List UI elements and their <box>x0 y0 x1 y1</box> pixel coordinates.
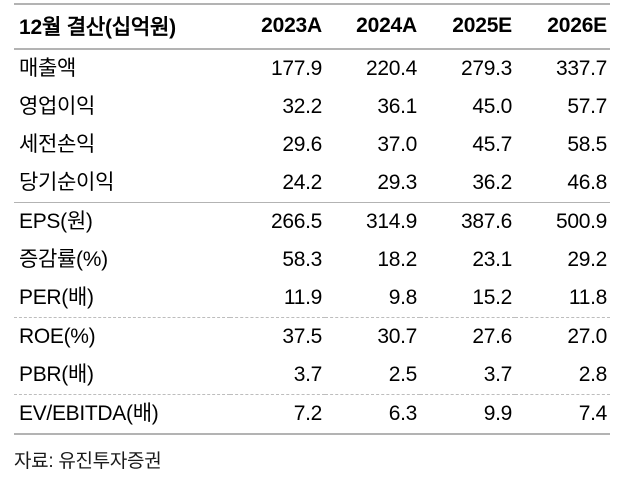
header-col-2024a: 2024A <box>356 14 417 37</box>
row-value: 46.8 <box>515 164 610 203</box>
row-value: 29.3 <box>325 164 420 203</box>
financial-summary-table: 12월 결산(십억원) 2023A 2024A 2025E 2026E <box>14 5 610 48</box>
source-note: 자료: 유진투자증권 <box>14 451 162 472</box>
table-row: EV/EBITDA(배) 7.2 6.3 9.9 7.4 <box>14 395 610 434</box>
row-value: 220.4 <box>365 57 417 80</box>
row-value: 11.9 <box>230 279 325 318</box>
row-value: 387.6 <box>460 210 512 233</box>
row-value: 2.5 <box>325 356 420 395</box>
row-label: PER(배) <box>14 279 230 318</box>
row-value: 7.4 <box>578 402 608 425</box>
row-value: 36.2 <box>420 164 515 203</box>
table-row: 세전손익 29.6 37.0 45.7 58.5 <box>14 126 610 164</box>
row-value: 18.2 <box>377 248 417 271</box>
table-row: PER(배) 11.9 9.8 15.2 11.8 <box>14 279 610 318</box>
row-label: 당기순이익 <box>14 164 230 203</box>
row-value: 45.0 <box>472 95 512 118</box>
row-label: 증감률(%) <box>19 248 108 271</box>
row-value: 27.0 <box>567 325 607 348</box>
row-value: 7.2 <box>293 402 323 425</box>
financial-summary-body-table: 매출액 177.9 220.4 279.3 337.7 영업이익 32.2 36.1 45.0 5… <box>14 50 610 433</box>
table-row: EPS(원) 266.5 314.9 387.6 500.9 <box>14 203 610 242</box>
row-value: 15.2 <box>420 279 515 318</box>
row-label: 매출액 <box>19 57 77 80</box>
row-value: 58.5 <box>567 133 607 156</box>
table-row: PBR(배) 3.7 2.5 3.7 2.8 <box>14 356 610 395</box>
row-value: 29.2 <box>567 248 607 271</box>
table-bottom-rule <box>14 433 610 435</box>
table-row: ROE(%) 37.5 30.7 27.6 27.0 <box>14 318 610 357</box>
row-value: 32.2 <box>282 95 322 118</box>
row-value: 9.8 <box>325 279 420 318</box>
row-value: 9.9 <box>483 402 513 425</box>
table-body: 매출액 177.9 220.4 279.3 337.7 영업이익 32.2 36.1 45.0 5… <box>14 50 610 433</box>
table-row: 영업이익 32.2 36.1 45.0 57.7 <box>14 88 610 126</box>
row-label: 세전손익 <box>19 133 96 156</box>
row-label: EV/EBITDA(배) <box>19 402 159 425</box>
table-top-rule <box>14 3 610 5</box>
row-value: 24.2 <box>230 164 325 203</box>
row-value: 3.7 <box>420 356 515 395</box>
table-container: 12월 결산(십억원) 2023A 2024A 2025E 2026E 매출액 1… <box>14 3 610 435</box>
row-value: 177.9 <box>270 57 322 80</box>
row-label: ROE(%) <box>19 325 96 348</box>
row-value: 337.7 <box>555 57 607 80</box>
table-header: 12월 결산(십억원) 2023A 2024A 2025E 2026E <box>14 5 610 48</box>
row-value: 30.7 <box>377 325 417 348</box>
row-value: 57.7 <box>567 95 607 118</box>
row-value: 2.8 <box>515 356 610 395</box>
row-value: 266.5 <box>270 210 322 233</box>
row-value: 29.6 <box>282 133 322 156</box>
table-row: 증감률(%) 58.3 18.2 23.1 29.2 <box>14 241 610 279</box>
row-label: 영업이익 <box>19 95 96 118</box>
row-label: PBR(배) <box>14 356 230 395</box>
row-value: 23.1 <box>472 248 512 271</box>
row-value: 58.3 <box>282 248 322 271</box>
table-header-rule <box>14 48 610 50</box>
row-value: 11.8 <box>515 279 610 318</box>
row-value: 36.1 <box>377 95 417 118</box>
row-value: 3.7 <box>230 356 325 395</box>
header-col-2025e: 2025E <box>452 14 512 37</box>
header-col-2026e: 2026E <box>547 14 607 37</box>
header-col-2023a: 2023A <box>261 14 322 37</box>
row-label: EPS(원) <box>19 210 93 233</box>
row-value: 314.9 <box>365 210 417 233</box>
header-label-cell: 12월 결산(십억원) <box>19 16 176 39</box>
header-row: 12월 결산(십억원) 2023A 2024A 2025E 2026E <box>14 5 610 48</box>
row-value: 37.5 <box>282 325 322 348</box>
row-value: 500.9 <box>555 210 607 233</box>
row-value: 37.0 <box>377 133 417 156</box>
table-row: 매출액 177.9 220.4 279.3 337.7 <box>14 50 610 88</box>
table-row: 당기순이익 24.2 29.3 36.2 46.8 <box>14 164 610 203</box>
row-value: 27.6 <box>472 325 512 348</box>
row-value: 6.3 <box>388 402 418 425</box>
row-value: 279.3 <box>460 57 512 80</box>
row-value: 45.7 <box>472 133 512 156</box>
